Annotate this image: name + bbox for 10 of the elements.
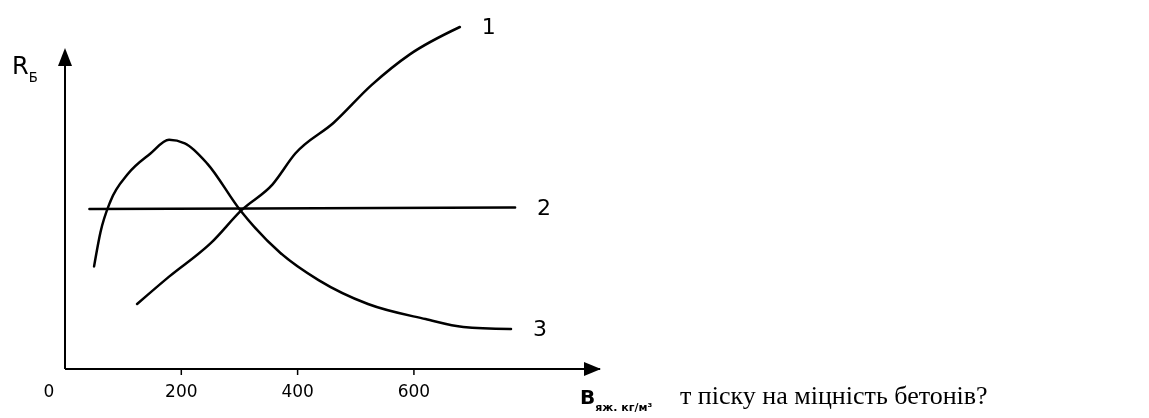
y-axis-title: R$_{Б}$ [12,52,38,85]
x-tick-label: 600 [397,381,431,401]
series-label: 2 [537,194,552,220]
x-tick-label: 400 [281,381,314,401]
series-label: 1 [481,14,496,39]
x-axis-title: В$_{яж. кг/м³}$ [580,385,653,414]
series-label: 3 [533,315,548,341]
text: т піску на міцність бетонів? [680,381,988,410]
x-tick-label: 200 [165,381,198,401]
x-tick-label: 0 [43,381,55,401]
